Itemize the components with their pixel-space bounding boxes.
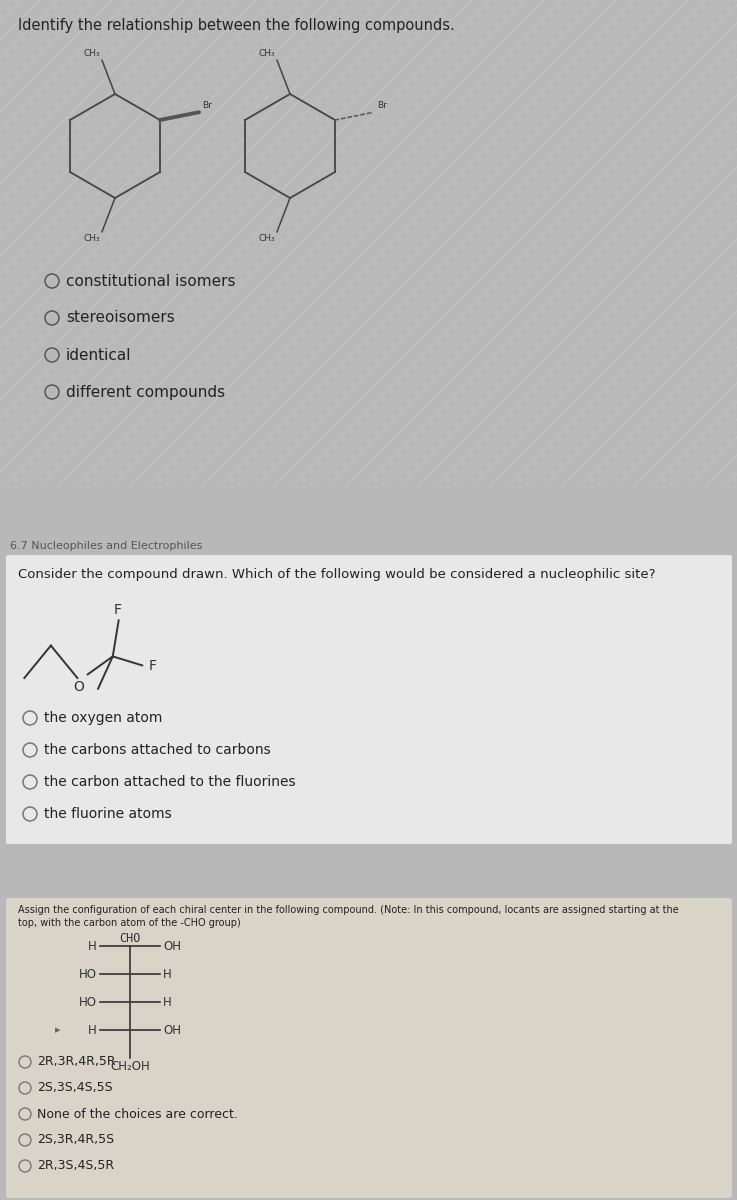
Text: F: F [148, 660, 156, 673]
Text: the oxygen atom: the oxygen atom [44, 710, 162, 725]
Text: CH₃: CH₃ [259, 49, 275, 58]
Text: CH₂OH: CH₂OH [110, 1060, 150, 1073]
Text: Assign the configuration of each chiral center in the following compound. (Note:: Assign the configuration of each chiral … [18, 905, 679, 914]
Text: Br: Br [377, 101, 387, 110]
Text: H: H [88, 1024, 97, 1037]
Text: the carbon attached to the fluorines: the carbon attached to the fluorines [44, 775, 296, 790]
Text: OH: OH [163, 1024, 181, 1037]
Text: H: H [163, 996, 172, 1008]
Text: Consider the compound drawn. Which of the following would be considered a nucleo: Consider the compound drawn. Which of th… [18, 568, 655, 581]
Text: identical: identical [66, 348, 131, 362]
Text: different compounds: different compounds [66, 384, 225, 400]
Text: Br: Br [202, 101, 212, 110]
Text: the carbons attached to carbons: the carbons attached to carbons [44, 743, 270, 757]
Text: H: H [88, 940, 97, 953]
Text: 2S,3S,4S,5S: 2S,3S,4S,5S [37, 1081, 113, 1094]
FancyBboxPatch shape [6, 554, 732, 844]
Text: Identify the relationship between the following compounds.: Identify the relationship between the fo… [18, 18, 455, 32]
Text: 6.7 Nucleophiles and Electrophiles: 6.7 Nucleophiles and Electrophiles [10, 541, 203, 551]
Text: CH₃: CH₃ [83, 49, 100, 58]
Text: CHO: CHO [119, 932, 141, 946]
Text: 2R,3R,4R,5R: 2R,3R,4R,5R [37, 1056, 116, 1068]
Text: stereoisomers: stereoisomers [66, 311, 175, 325]
Text: 2R,3S,4S,5R: 2R,3S,4S,5R [37, 1159, 114, 1172]
Text: O: O [74, 679, 84, 694]
Text: F: F [113, 602, 121, 617]
Text: H: H [163, 967, 172, 980]
FancyBboxPatch shape [6, 898, 732, 1198]
Text: 2S,3R,4R,5S: 2S,3R,4R,5S [37, 1134, 114, 1146]
Text: top, with the carbon atom of the -CHO group): top, with the carbon atom of the -CHO gr… [18, 918, 241, 928]
Text: HO: HO [79, 996, 97, 1008]
Text: None of the choices are correct.: None of the choices are correct. [37, 1108, 238, 1121]
Text: ▸: ▸ [55, 1025, 60, 1034]
Text: CH₃: CH₃ [259, 234, 275, 242]
Text: HO: HO [79, 967, 97, 980]
Text: OH: OH [163, 940, 181, 953]
Text: constitutional isomers: constitutional isomers [66, 274, 236, 288]
Text: the fluorine atoms: the fluorine atoms [44, 806, 172, 821]
Text: CH₃: CH₃ [83, 234, 100, 242]
